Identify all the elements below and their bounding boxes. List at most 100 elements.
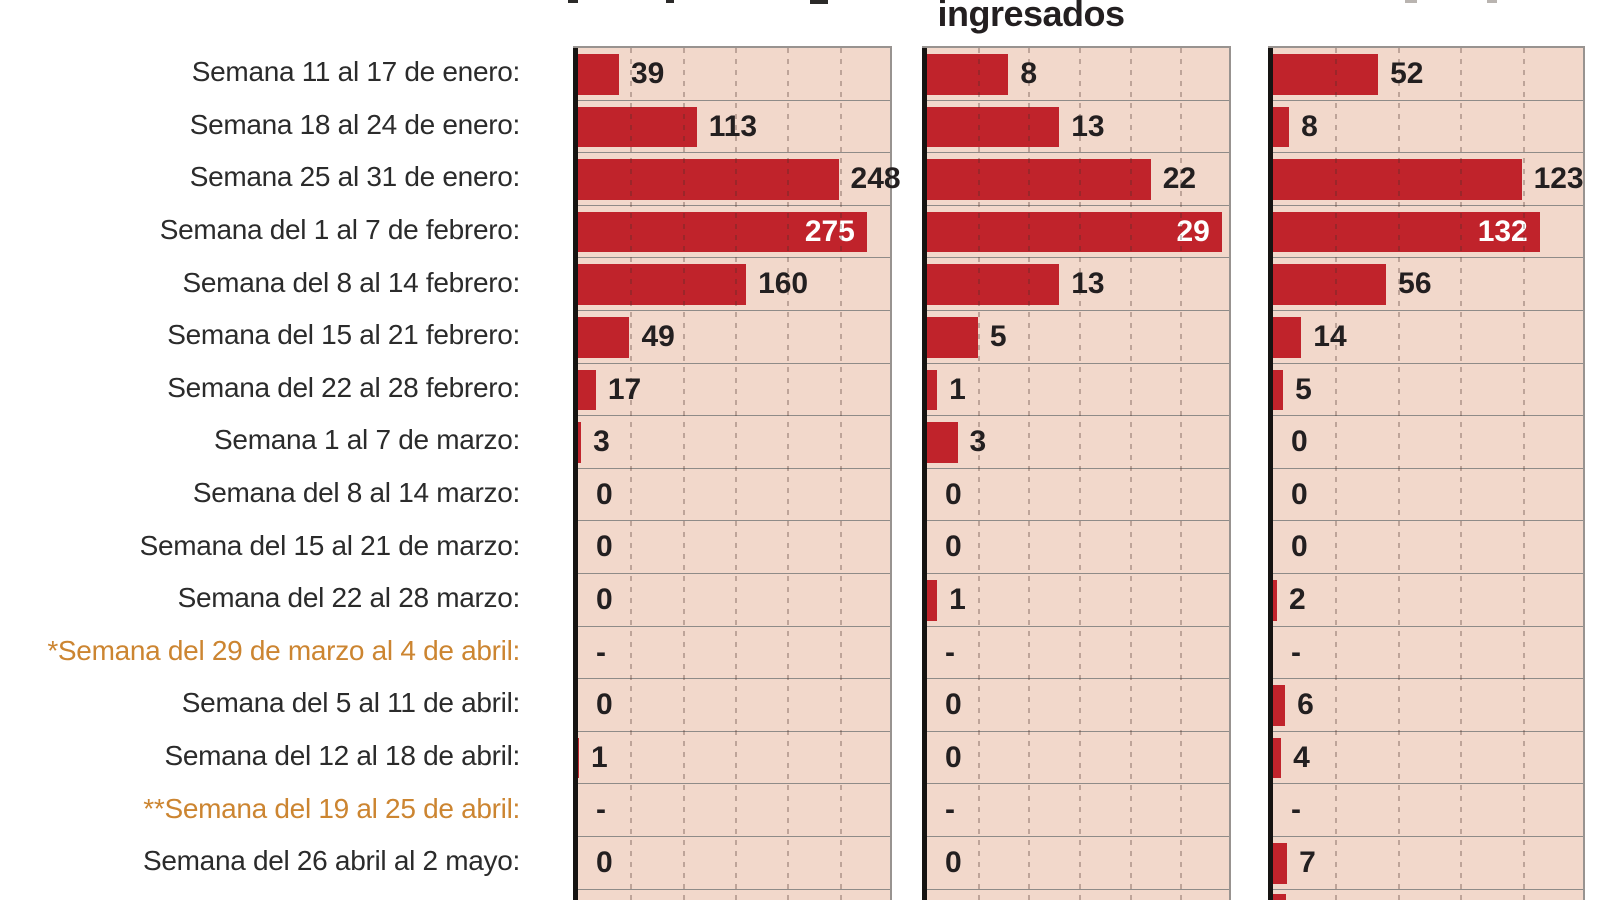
grid-line: [1129, 48, 1132, 900]
chart-row: 0: [1268, 469, 1583, 522]
week-label: Semana del 15 al 21 de marzo:: [139, 529, 521, 561]
chart-row: 275: [573, 206, 890, 259]
bar: 132: [1273, 211, 1540, 253]
bar: [578, 54, 619, 95]
bar: [578, 422, 582, 463]
chart-row: 4: [1268, 732, 1583, 785]
chart-row: 3: [922, 416, 1229, 469]
no-data-dash: -: [945, 635, 955, 669]
chart-row: -: [573, 784, 890, 837]
bar: [1273, 685, 1286, 726]
bar: [578, 737, 580, 779]
chart-row: 1: [922, 364, 1229, 417]
chart-row: 0: [573, 679, 890, 732]
value-label: 2: [1289, 583, 1306, 616]
chart-row: 113: [573, 101, 890, 154]
value-label: 0: [1291, 425, 1308, 459]
value-label: 0: [596, 846, 613, 879]
bar: [1273, 159, 1522, 200]
bar: [578, 106, 697, 148]
no-data-dash: -: [945, 793, 955, 827]
value-label: 0: [945, 846, 962, 879]
value-label: 49: [641, 320, 675, 353]
bar: [1273, 317, 1302, 358]
week-label: Semana del 8 al 14 febrero:: [182, 266, 521, 298]
grid-line: [1180, 48, 1183, 900]
week-label: Semana 18 al 24 de enero:: [189, 108, 521, 140]
chart-row: 5: [922, 311, 1229, 364]
grid-line: [1028, 48, 1031, 900]
bar: [1273, 893, 1286, 900]
grid-line: [1079, 48, 1081, 900]
bar: [578, 317, 630, 358]
grid-line: [1522, 48, 1525, 900]
no-data-dash: -: [1291, 793, 1301, 827]
bar: [927, 422, 958, 463]
value-label: 1: [949, 372, 966, 406]
value-label: 5: [1295, 372, 1312, 406]
week-label: Semana del 26 abril al 2 mayo:: [143, 845, 520, 877]
value-label: 0: [945, 530, 962, 564]
week-label: Semana 1 al 7 de marzo:: [214, 424, 520, 456]
bar: 275: [578, 211, 867, 253]
bar: [927, 264, 1060, 305]
value-label: 0: [596, 530, 613, 564]
chart-row: 13: [922, 101, 1229, 154]
chart-row: 56: [1268, 258, 1583, 311]
value-label: 3: [593, 425, 610, 459]
chart-row: 0: [573, 837, 890, 890]
value-label: 132: [1477, 215, 1528, 249]
week-label: Semana del 15 al 21 febrero:: [167, 319, 520, 351]
chart-row: 13: [922, 258, 1229, 311]
value-label: 275: [804, 215, 855, 249]
bar: [1273, 369, 1284, 411]
panel-2: 8 13 22 29 13 5 1 3 0 0 1-0 0-0: [922, 46, 1231, 900]
bar: [1273, 264, 1387, 305]
value-label: 0: [596, 583, 613, 616]
value-label: 0: [596, 688, 613, 722]
header-fragment: [568, 0, 578, 3]
header-fragment: [810, 0, 828, 4]
chart-row: 0: [573, 469, 890, 522]
panel2-title: ingresados: [937, 0, 1125, 34]
chart-row: -: [922, 784, 1229, 837]
value-label: 8: [1301, 109, 1318, 143]
chart-row: 0: [922, 469, 1229, 522]
value-label: 7: [1299, 846, 1316, 879]
chart-row: 0: [922, 679, 1229, 732]
chart-row: -: [1268, 784, 1583, 837]
chart-row-partial: [1268, 890, 1583, 900]
value-label: 0: [1291, 530, 1308, 564]
value-label: 39: [630, 57, 665, 90]
chart-row-partial: [922, 890, 1229, 900]
bar: [927, 106, 1060, 148]
value-label: 0: [1291, 477, 1308, 511]
value-label: 113: [708, 109, 758, 143]
week-label: Semana 25 al 31 de enero:: [189, 161, 521, 193]
grid-line: [787, 48, 790, 900]
chart-row: -: [1268, 627, 1583, 680]
chart-row: 14: [1268, 311, 1583, 364]
chart-row: 5: [1268, 364, 1583, 417]
bar: [927, 54, 1009, 95]
value-label: 29: [1176, 215, 1210, 249]
chart-row: 8: [922, 48, 1229, 101]
grid-line: [839, 48, 842, 900]
chart-row: 0: [1268, 416, 1583, 469]
value-label: 22: [1162, 162, 1197, 196]
chart-row: 52: [1268, 48, 1583, 101]
bar: 29: [927, 211, 1222, 253]
value-label: 17: [607, 372, 642, 406]
value-label: 123: [1533, 162, 1584, 196]
grid-line: [630, 48, 633, 900]
value-label: 5: [989, 320, 1007, 353]
week-label: **Semana del 19 al 25 de abril:: [143, 792, 520, 824]
week-label: Semana del 22 al 28 febrero:: [167, 371, 520, 403]
grid-line: [1335, 48, 1338, 900]
chart-row: 39: [573, 48, 890, 101]
chart-row: 0: [922, 732, 1229, 785]
bar: [1273, 54, 1379, 95]
value-label: 160: [758, 267, 809, 301]
value-label: 13: [1071, 267, 1105, 301]
week-label: *Semana del 29 de marzo al 4 de abril:: [47, 634, 520, 666]
